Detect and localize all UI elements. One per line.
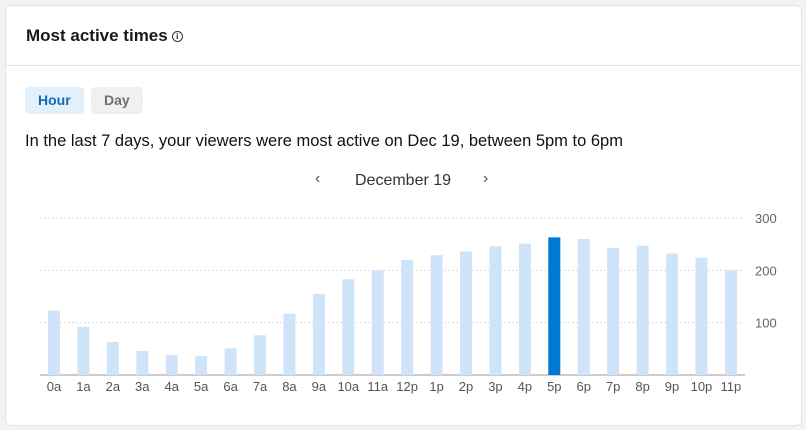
y-tick-label: 200 — [755, 263, 777, 278]
bar-1p[interactable] — [430, 255, 443, 375]
bar-8a[interactable] — [283, 313, 296, 375]
title-text: Most active times — [26, 26, 168, 45]
bar-10p[interactable] — [695, 257, 708, 375]
bar-1a[interactable] — [77, 326, 90, 375]
x-tick-label: 10a — [337, 379, 359, 394]
x-tick-label: 9a — [312, 379, 327, 394]
x-tick-label: 8p — [635, 379, 649, 394]
bar-7p[interactable] — [607, 247, 620, 375]
y-tick-label: 100 — [755, 316, 777, 331]
bar-4a[interactable] — [165, 355, 178, 375]
bar-6p[interactable] — [577, 238, 590, 375]
bar-2a[interactable] — [106, 342, 119, 375]
chevron-right-icon[interactable]: › — [483, 170, 489, 187]
y-tick-label: 300 — [755, 211, 777, 226]
x-tick-label: 7p — [606, 379, 620, 394]
x-tick-label: 1a — [76, 379, 91, 394]
x-tick-label: 3a — [135, 379, 150, 394]
bar-4p[interactable] — [518, 243, 531, 375]
x-tick-label: 2a — [106, 379, 121, 394]
x-tick-label: 5p — [547, 379, 561, 394]
divider — [6, 65, 801, 66]
x-tick-label: 2p — [459, 379, 473, 394]
x-tick-label: 5a — [194, 379, 209, 394]
x-tick-label: 10p — [691, 379, 713, 394]
info-icon[interactable]: i — [171, 31, 183, 42]
x-tick-label: 8a — [282, 379, 297, 394]
summary-text: In the last 7 days, your viewers were mo… — [25, 132, 623, 150]
date-label: December 19 — [355, 172, 452, 189]
x-tick-label: 6p — [577, 379, 591, 394]
x-tick-label: 1p — [429, 379, 443, 394]
bar-7a[interactable] — [254, 335, 267, 375]
bar-3a[interactable] — [136, 350, 149, 375]
bar-10a[interactable] — [342, 279, 355, 375]
x-tick-label: 6a — [223, 379, 238, 394]
x-tick-label: 4a — [164, 379, 179, 394]
bar-5p[interactable] — [548, 237, 561, 375]
x-tick-label: 4p — [518, 379, 532, 394]
x-tick-label: 11p — [721, 379, 742, 394]
bar-9a[interactable] — [312, 293, 325, 375]
bar-3p[interactable] — [489, 246, 502, 375]
x-tick-label: 9p — [665, 379, 679, 394]
x-tick-label: 7a — [253, 379, 268, 394]
bar-6a[interactable] — [224, 348, 237, 375]
tab-day[interactable]: Day — [91, 87, 143, 114]
x-tick-label: 0a — [47, 379, 62, 394]
x-tick-label: 3p — [488, 379, 502, 394]
x-tick-label: 11a — [367, 379, 388, 394]
bar-8p[interactable] — [636, 245, 649, 375]
bar-9p[interactable] — [666, 253, 679, 375]
bar-2p[interactable] — [460, 251, 473, 375]
tab-hour[interactable]: Hour — [25, 87, 84, 114]
chevron-left-icon[interactable]: ‹ — [315, 170, 321, 187]
card-title: Most active times i — [26, 26, 183, 46]
x-tick-label: 12p — [396, 379, 418, 394]
bar-11p[interactable] — [724, 270, 737, 375]
bar-0a[interactable] — [48, 310, 60, 375]
bar-5a[interactable] — [195, 356, 208, 375]
bar-11a[interactable] — [371, 270, 384, 375]
bar-12p[interactable] — [401, 259, 414, 375]
